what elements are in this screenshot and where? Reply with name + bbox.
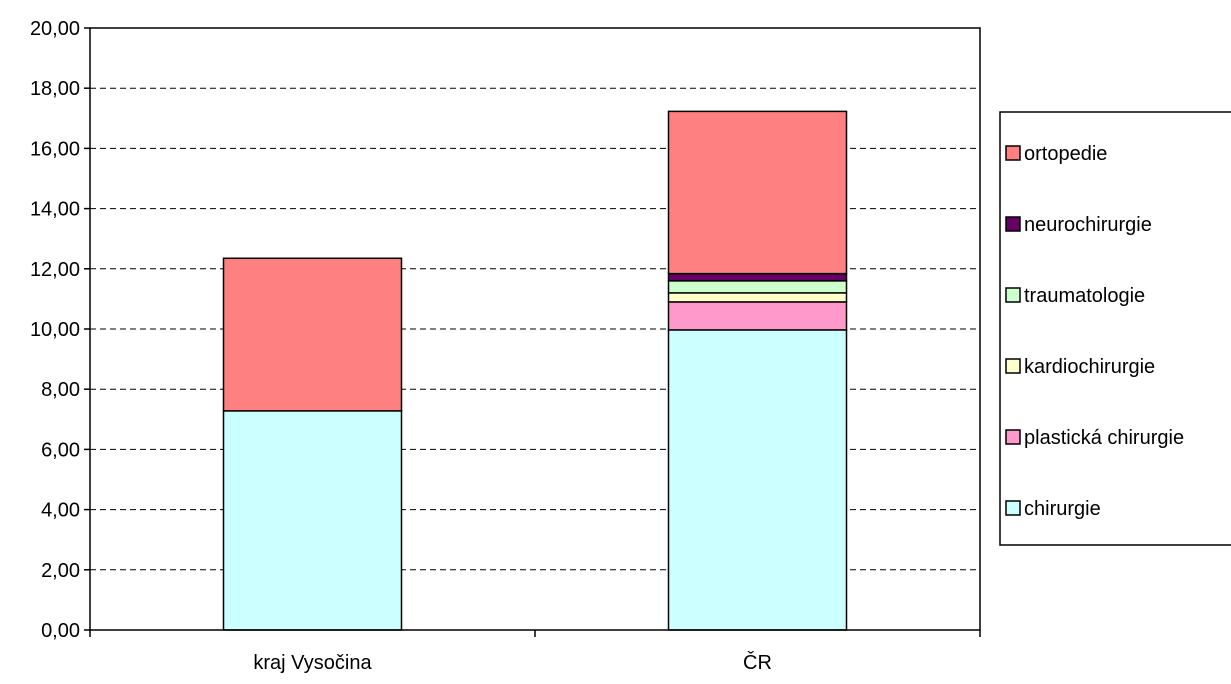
- y-tick-label: 14,00: [30, 199, 80, 221]
- legend-label: chirurgie: [1024, 498, 1101, 520]
- y-tick-label: 6,00: [41, 439, 80, 461]
- x-tick-label: ČR: [743, 651, 772, 674]
- legend-box: [999, 111, 1231, 546]
- y-tick-label: 8,00: [41, 379, 80, 401]
- y-tick-label: 16,00: [30, 138, 80, 160]
- legend-swatch: [1005, 429, 1021, 445]
- y-tick-label: 18,00: [30, 78, 80, 100]
- legend-swatch: [1005, 145, 1021, 161]
- legend-label: neurochirurgie: [1024, 214, 1152, 236]
- bar-segment: [222, 257, 403, 412]
- y-tick-labels: 0,00 2,00 4,00 6,00 8,00 10,00 12,00 14,00 16,00…: [30, 18, 80, 642]
- y-tick-label: 12,00: [30, 259, 80, 281]
- bars: [222, 110, 848, 631]
- y-tick-label: 2,00: [41, 560, 80, 582]
- y-tick-label: 10,00: [30, 319, 80, 341]
- bar-segment: [667, 280, 848, 294]
- y-tick-label: 0,00: [41, 620, 80, 642]
- legend-label: traumatologie: [1024, 285, 1145, 307]
- legend-swatch: [1005, 287, 1021, 303]
- bar-segment: [667, 301, 848, 331]
- legend-label: kardiochirurgie: [1024, 356, 1155, 378]
- x-tick-labels: kraj Vysočina ČR: [253, 651, 772, 674]
- legend-swatch: [1005, 358, 1021, 374]
- axes: [84, 27, 981, 637]
- y-tick-label: 4,00: [41, 500, 80, 522]
- legend: ortopedie neurochirurgie traumatologie kard…: [999, 111, 1231, 546]
- bar-segment: [667, 272, 848, 282]
- legend-swatch: [1005, 216, 1021, 232]
- bar-segment: [667, 292, 848, 303]
- bar-segment: [667, 110, 848, 275]
- y-tick-label: 20,00: [30, 18, 80, 40]
- legend-label: ortopedie: [1024, 143, 1107, 165]
- bar-segment: [667, 329, 848, 631]
- x-tick-label: kraj Vysočina: [253, 652, 372, 674]
- bar-segment: [222, 410, 403, 631]
- legend-label: plastická chirurgie: [1024, 427, 1184, 449]
- legend-swatch: [1005, 500, 1021, 516]
